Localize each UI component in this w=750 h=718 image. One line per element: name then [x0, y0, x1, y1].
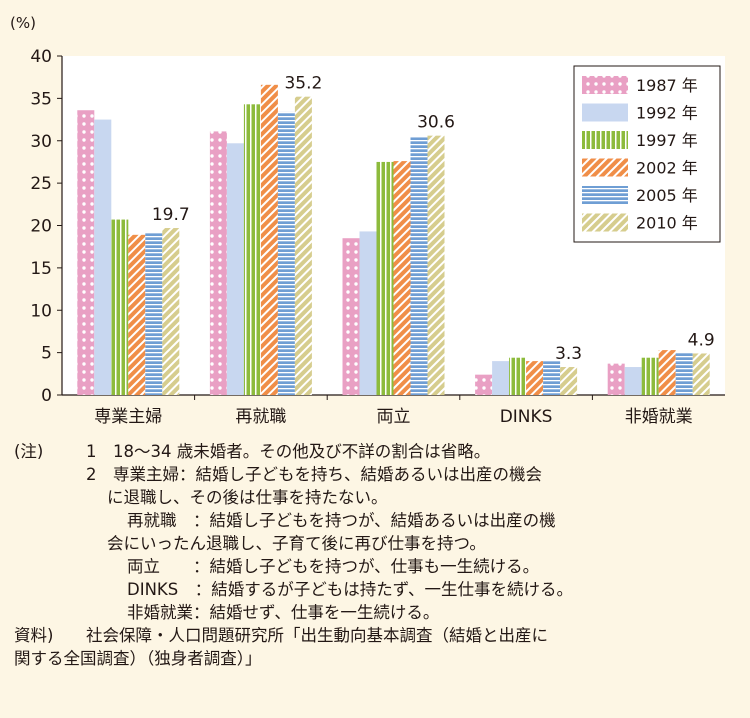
x-tick-label: 両立	[377, 407, 411, 427]
bar-0-1	[94, 119, 112, 395]
y-tick-label: 0	[41, 386, 52, 406]
bar-2-1	[359, 231, 377, 395]
bar-2-4	[410, 137, 428, 396]
legend-label-1: 1992 年	[636, 104, 698, 123]
note-line-4: 両立 ：結婚し子どもを持つが、仕事も一生続ける。	[127, 557, 540, 576]
notes-section: (注) 1 18〜34 歳未婚者。その他及び不詳の割合は省略。 2 専業主婦：結婚…	[14, 440, 744, 670]
source-label: 資料)	[14, 626, 54, 645]
data-label: 19.7	[152, 205, 190, 225]
bar-3-1	[492, 361, 510, 395]
bar-1-2	[243, 104, 261, 396]
legend-box	[573, 65, 721, 243]
legend-swatch-3	[582, 158, 628, 177]
data-label: 30.6	[417, 113, 455, 133]
legend-label-4: 2005 年	[636, 186, 698, 205]
source-line: 資料) 社会保障・人口問題研究所「出生動向基本調査（結婚と出産に	[14, 626, 548, 645]
bar-1-4	[277, 111, 295, 395]
bar-4-3	[658, 350, 676, 395]
legend-label-2: 1997 年	[636, 131, 698, 150]
note-line-3: 再就職 ：結婚し子どもを持つが、結婚あるいは出産の機	[127, 511, 556, 530]
y-tick-label: 20	[30, 217, 52, 237]
data-label: 3.3	[555, 344, 582, 364]
bar-2-0	[342, 238, 360, 395]
bar-3-3	[526, 361, 544, 395]
bar-0-3	[128, 234, 146, 395]
y-tick-label: 30	[30, 132, 52, 152]
bar-1-3	[260, 84, 278, 395]
note-line-6: 非婚就業：結婚せず、仕事を一生続ける。	[127, 603, 440, 622]
bar-3-4	[543, 361, 561, 395]
note-label: (注)	[14, 442, 44, 461]
bar-2-3	[393, 161, 411, 395]
legend-label-0: 1987 年	[636, 76, 698, 95]
bar-3-2	[509, 357, 527, 395]
y-tick-label: 25	[30, 174, 52, 194]
x-tick-label: DINKS	[500, 407, 553, 427]
y-tick-label: 40	[30, 47, 52, 67]
bar-0-4	[145, 233, 163, 395]
data-label: 4.9	[688, 330, 715, 350]
bar-chart: (%) 0 5 10 15 20 25 30 35 40 専業主婦 再就職 両立 DINKS 非婚就業 19…	[10, 14, 725, 427]
note-line-1: (注) 1 18〜34 歳未婚者。その他及び不詳の割合は省略。	[14, 442, 491, 461]
note-line-3b: 会にいったん退職し、子育て後に再び仕事を持つ。	[107, 534, 486, 553]
x-tick-label: 非婚就業	[625, 407, 693, 427]
note-line-2: 2 専業主婦：結婚し子どもを持ち、結婚あるいは出産の機会	[86, 465, 542, 484]
y-axis-label: (%)	[10, 14, 36, 32]
y-tick-label: 35	[30, 89, 52, 109]
legend-swatch-5	[582, 213, 628, 232]
x-tick-label: 再就職	[235, 407, 286, 427]
bar-3-5	[560, 367, 578, 395]
x-tick-label: 専業主婦	[94, 407, 162, 427]
bar-4-2	[641, 357, 659, 395]
legend-label-5: 2010 年	[636, 214, 698, 233]
legend-swatch-2	[582, 131, 628, 149]
legend-swatch-4	[582, 186, 628, 204]
bar-4-4	[675, 352, 693, 395]
legend-label-3: 2002 年	[636, 159, 698, 178]
bar-4-1	[624, 367, 642, 395]
bar-3-0	[475, 374, 493, 395]
legend-swatch-0	[582, 76, 628, 94]
bar-0-0	[77, 110, 95, 396]
y-tick-label: 15	[30, 259, 52, 279]
bar-0-5	[162, 228, 180, 395]
y-tick-label: 5	[41, 344, 52, 364]
legend-swatch-1	[582, 103, 628, 122]
bar-4-5	[692, 353, 710, 395]
chart-area: (%) 0 5 10 15 20 25 30 35 40 専業主婦 再就職 両立 DINKS 非婚就業 19…	[10, 14, 725, 427]
bar-0-2	[111, 219, 129, 395]
bar-1-1	[226, 143, 244, 395]
y-tick-label: 10	[30, 301, 52, 321]
bar-1-0	[209, 131, 227, 396]
data-label: 35.2	[284, 74, 322, 94]
bar-4-0	[607, 363, 625, 395]
bar-1-5	[294, 96, 312, 396]
note-line-5: DINKS ：結婚するが子どもは持たず、一生仕事を続ける。	[127, 580, 574, 599]
note-line-2b: に退職し、その後は仕事を持たない。	[107, 488, 388, 507]
bar-2-2	[376, 161, 394, 395]
bar-2-5	[427, 135, 445, 396]
source-line-2: 関する全国調査）（独身者調査）」	[14, 649, 262, 668]
